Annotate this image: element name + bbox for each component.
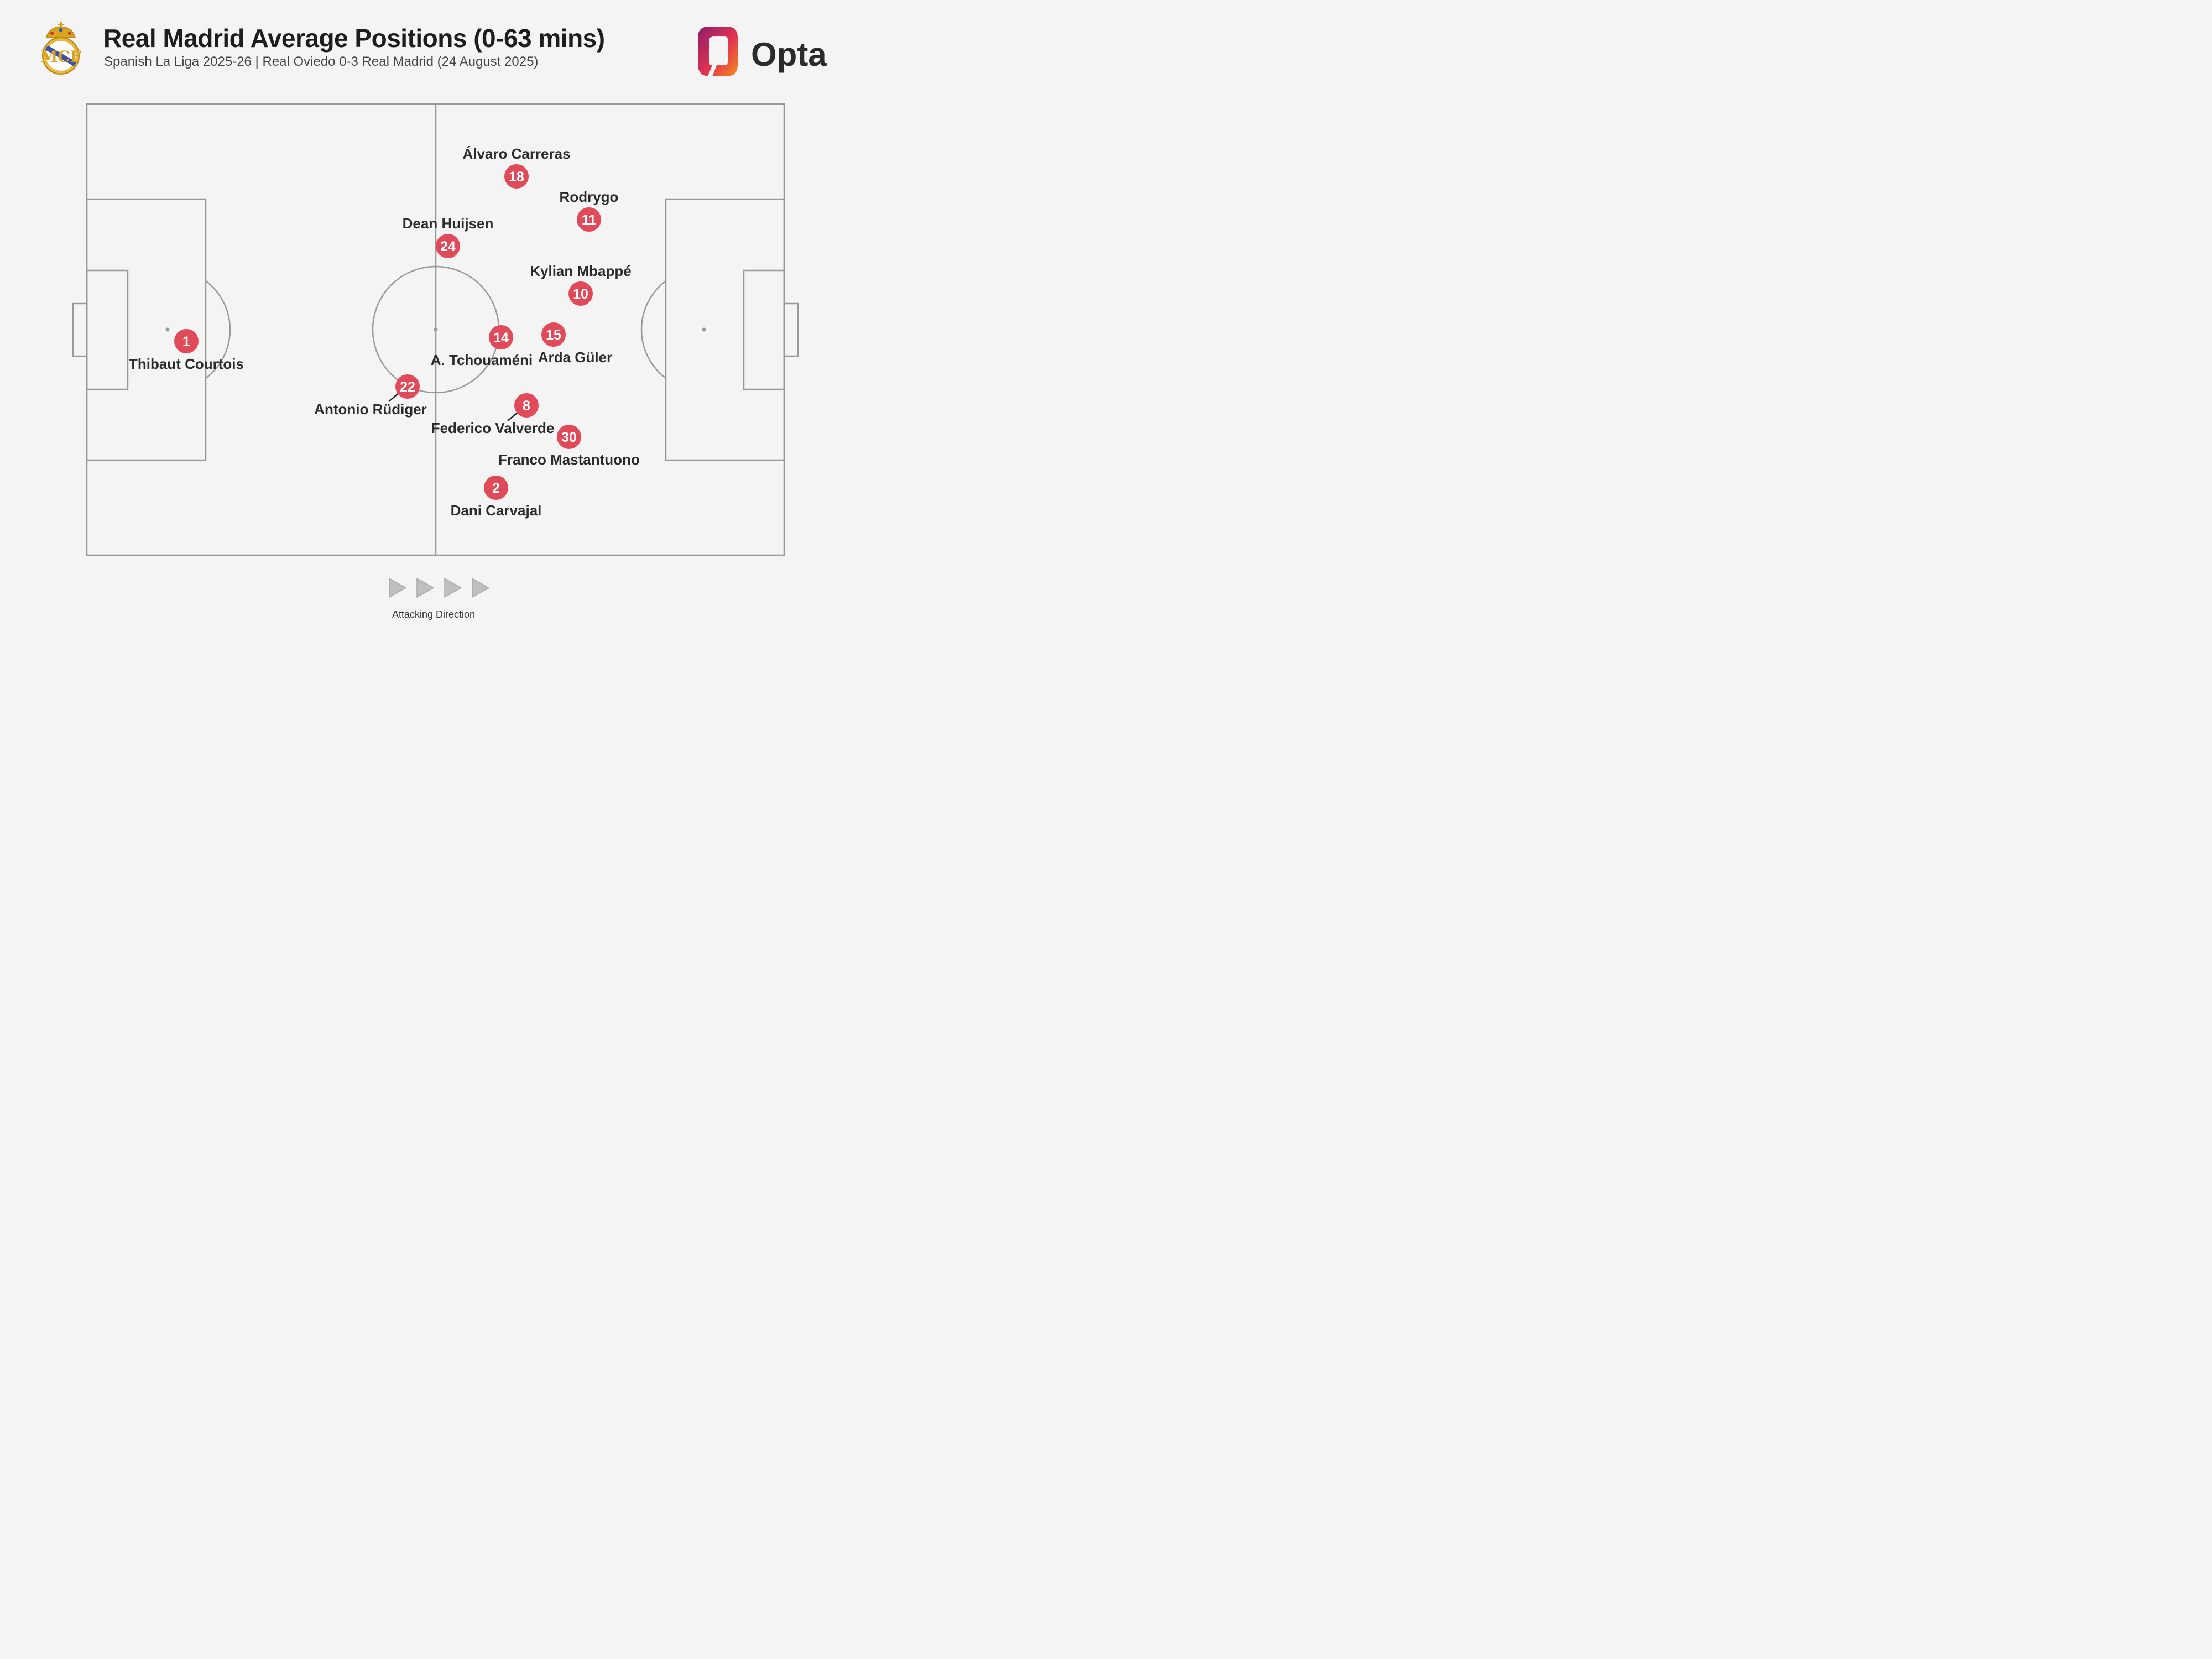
real-madrid-crest-icon: MCF	[40, 22, 81, 75]
player-marker-circle	[504, 164, 529, 189]
player-marker: 14 A. Tchouaméni	[431, 325, 533, 368]
label-leader-line	[507, 411, 519, 421]
chart-subtitle: Spanish La Liga 2025-26 | Real Oviedo 0-…	[104, 54, 539, 69]
player-number: 2	[492, 481, 500, 496]
player-number: 15	[546, 327, 561, 343]
play-arrow-icon	[472, 578, 489, 598]
player-marker-circle	[489, 325, 513, 349]
opta-logo: Opta	[698, 27, 827, 76]
opta-wordmark: Opta	[751, 36, 827, 73]
right-goal	[783, 302, 799, 357]
player-name: Antonio Rüdiger	[314, 401, 427, 418]
player-number: 8	[523, 398, 530, 414]
play-arrow-icon	[444, 578, 462, 598]
player-marker: 30 Franco Mastantuono	[498, 425, 640, 468]
player-number: 24	[440, 239, 456, 254]
opta-mark-icon	[698, 27, 738, 76]
player-number: 18	[509, 169, 524, 185]
left-goal	[72, 302, 88, 357]
player-name: Arda Güler	[538, 349, 612, 366]
player-marker-circle	[541, 322, 566, 347]
player-marker: 22 Antonio Rüdiger	[314, 374, 427, 418]
player-number: 14	[493, 330, 509, 346]
player-name: Federico Valverde	[431, 420, 555, 436]
player-marker-circle	[436, 234, 460, 258]
right-penalty-arc	[640, 280, 666, 379]
player-marker: 24 Dean Huijsen	[403, 215, 494, 258]
player-marker-circle	[395, 374, 420, 399]
label-leader-line	[388, 392, 400, 402]
player-marker-circle	[568, 281, 593, 306]
player-name: A. Tchouaméni	[431, 352, 533, 368]
player-marker: 10 Kylian Mbappé	[530, 263, 632, 306]
svg-text:MCF: MCF	[40, 48, 81, 66]
play-arrow-icon	[416, 578, 434, 598]
right-penalty-spot	[702, 327, 706, 332]
pitch-markings	[72, 103, 799, 556]
player-name: Rodrygo	[560, 189, 619, 205]
player-marker-circle	[557, 425, 581, 449]
player-marker: 1 Thibaut Courtois	[129, 329, 244, 372]
player-name: Dean Huijsen	[403, 215, 494, 232]
player-marker: 11 Rodrygo	[560, 189, 619, 232]
player-name: Franco Mastantuono	[498, 451, 640, 468]
player-marker-circle	[484, 476, 508, 500]
chart-title: Real Madrid Average Positions (0-63 mins…	[103, 24, 605, 53]
player-number: 11	[582, 212, 597, 228]
left-six-yard-box	[86, 269, 129, 390]
right-six-yard-box	[743, 269, 785, 390]
player-marker: 8 Federico Valverde	[431, 393, 555, 436]
player-number: 22	[400, 379, 415, 395]
centre-spot	[434, 327, 438, 332]
player-marker-circle	[174, 329, 199, 353]
player-name: Dani Carvajal	[451, 502, 542, 519]
player-number: 1	[182, 334, 190, 349]
player-marker: 15 Arda Güler	[538, 322, 612, 366]
attacking-direction-label: Attacking Direction	[392, 609, 476, 620]
player-name: Kylian Mbappé	[530, 263, 631, 279]
player-number: 30	[561, 430, 577, 445]
player-marker: 2 Dani Carvajal	[451, 476, 542, 519]
player-marker: 18 Álvaro Carreras	[462, 145, 571, 189]
play-arrow-icon	[389, 578, 406, 598]
left-penalty-arc	[205, 280, 231, 379]
player-marker-circle	[577, 207, 601, 232]
left-penalty-spot	[165, 327, 170, 332]
average-positions-pitch: 1 Thibaut Courtois 18 Álvaro Carreras 11…	[72, 103, 799, 556]
player-number: 10	[573, 286, 588, 302]
player-name: Álvaro Carreras	[462, 145, 570, 162]
player-name: Thibaut Courtois	[129, 356, 244, 372]
attacking-direction-arrows	[389, 578, 489, 598]
graphic: MCF Real Madrid Average Positions (0-63 …	[0, 0, 867, 650]
right-penalty-box	[665, 198, 785, 461]
player-marker-circle	[514, 393, 539, 418]
